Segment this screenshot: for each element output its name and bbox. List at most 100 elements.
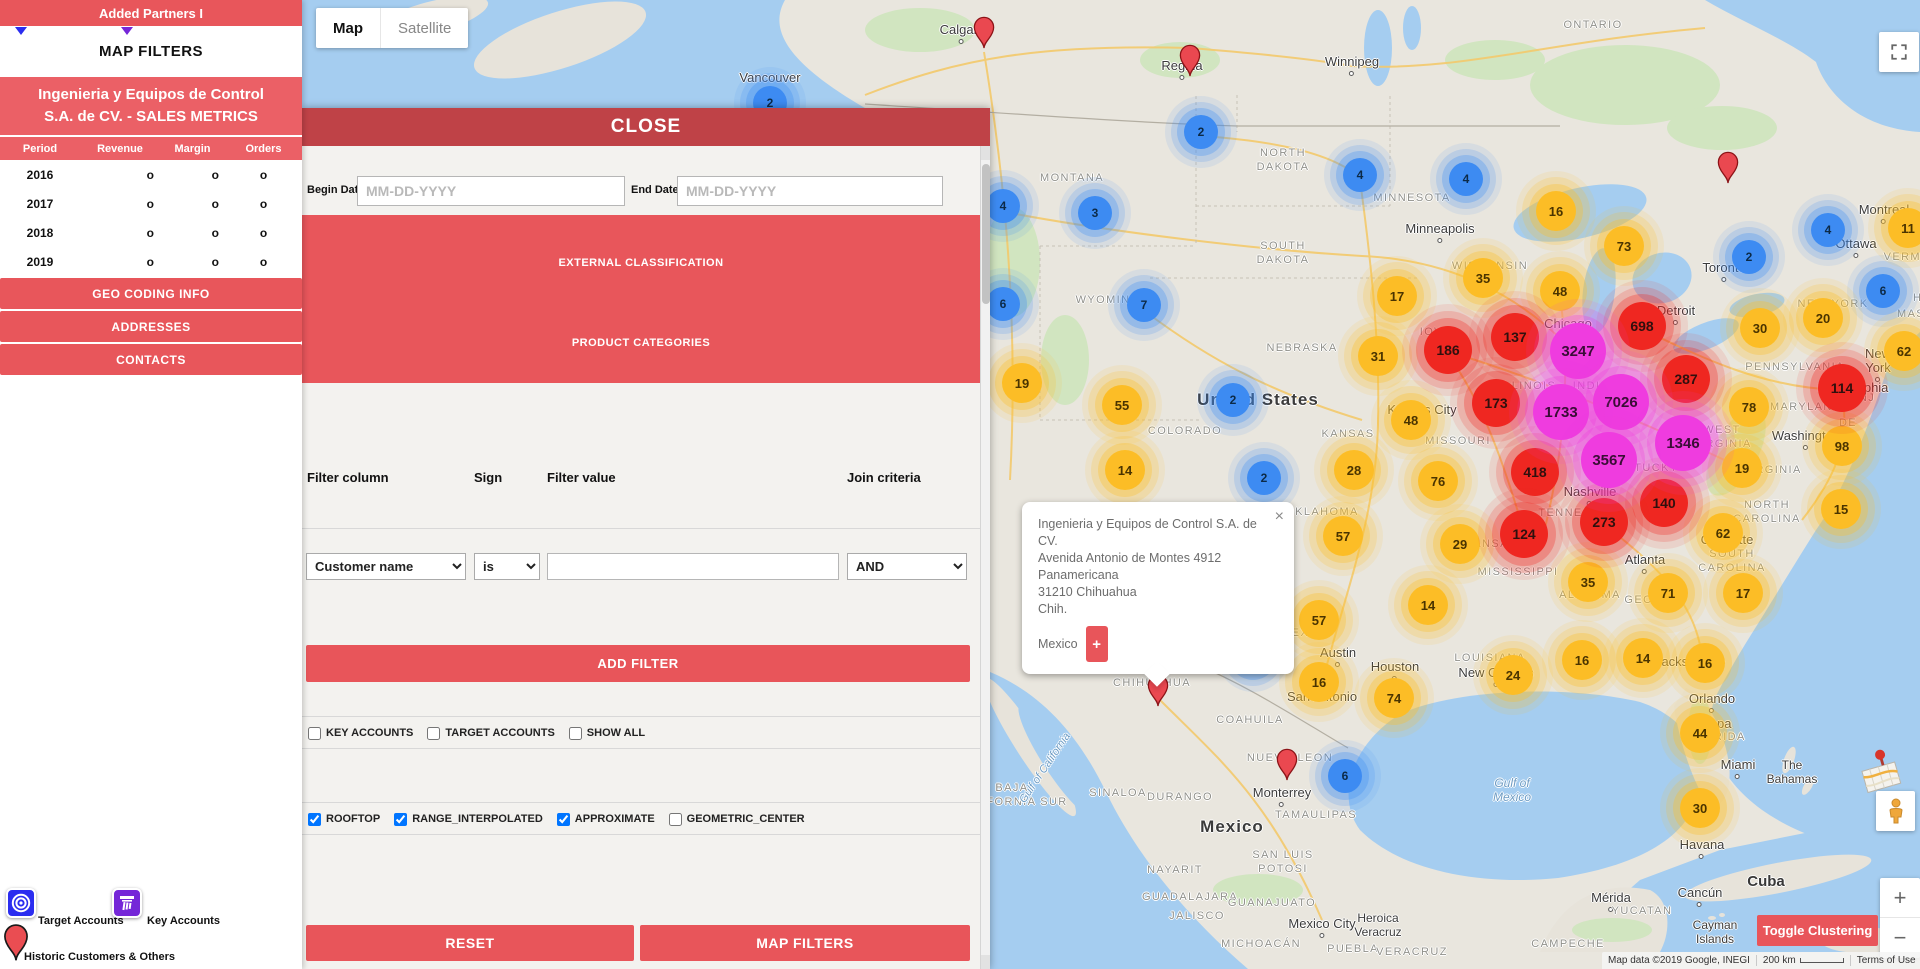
map-cluster[interactable]: 76: [1418, 461, 1458, 501]
map-cluster[interactable]: 62: [1703, 513, 1743, 553]
join-criteria-select[interactable]: AND: [847, 553, 967, 580]
map-cluster[interactable]: 11: [1888, 208, 1920, 248]
map-cluster[interactable]: 7: [1127, 288, 1161, 322]
map-cluster[interactable]: 4: [1449, 162, 1483, 196]
map-cluster[interactable]: 6: [1328, 759, 1362, 793]
map-cluster[interactable]: 35: [1463, 258, 1503, 298]
scrollbar-down-arrow[interactable]: [981, 955, 990, 969]
checkbox-input-approximate[interactable]: [556, 812, 570, 826]
map-cluster[interactable]: 2: [1184, 115, 1218, 149]
map-pin-ontario[interactable]: [1717, 151, 1739, 185]
map-pin-regina[interactable]: [1179, 44, 1201, 78]
map-cluster[interactable]: 287: [1662, 355, 1710, 403]
filter-column-select[interactable]: Customer name: [306, 553, 466, 580]
checkbox-input-show-all[interactable]: [568, 726, 582, 740]
map-cluster[interactable]: 73: [1604, 226, 1644, 266]
end-date-input[interactable]: [677, 176, 943, 206]
fullscreen-button[interactable]: [1879, 32, 1919, 72]
map-cluster[interactable]: 55: [1102, 385, 1142, 425]
map-cluster[interactable]: 71: [1648, 573, 1688, 613]
map-pin-calgary[interactable]: [973, 16, 995, 50]
filter-value-input[interactable]: [547, 553, 839, 580]
checkbox-rooftop[interactable]: ROOFTOP: [308, 812, 380, 826]
info-window-add-button[interactable]: +: [1085, 626, 1108, 662]
checkbox-approximate[interactable]: APPROXIMATE: [556, 812, 655, 826]
reset-button[interactable]: RESET: [306, 925, 634, 961]
external-classification-header[interactable]: EXTERNAL CLASSIFICATION: [558, 257, 724, 269]
add-filter-button[interactable]: ADD FILTER: [306, 645, 970, 682]
map-cluster[interactable]: 124: [1500, 510, 1548, 558]
zoom-in-button[interactable]: +: [1880, 878, 1920, 918]
map-cluster[interactable]: 418: [1511, 448, 1559, 496]
map-cluster[interactable]: 2: [1732, 240, 1766, 274]
map-cluster[interactable]: 24: [1493, 655, 1533, 695]
map-cluster[interactable]: 78: [1729, 387, 1769, 427]
map-cluster[interactable]: 17: [1723, 573, 1763, 613]
sidebar-map-filters-button[interactable]: MAP FILTERS: [98, 43, 204, 60]
map-cluster[interactable]: 698: [1618, 302, 1666, 350]
map-cluster[interactable]: 186: [1424, 326, 1472, 374]
map-cluster[interactable]: 19: [1002, 363, 1042, 403]
map-type-map-button[interactable]: Map: [333, 19, 363, 37]
map-cluster[interactable]: 62: [1884, 331, 1920, 371]
close-panel-button[interactable]: CLOSE: [302, 108, 990, 146]
map-cluster[interactable]: 14: [1408, 585, 1448, 625]
map-cluster[interactable]: 3: [1078, 196, 1112, 230]
map-cluster[interactable]: 4: [1811, 213, 1845, 247]
map-cluster[interactable]: 48: [1391, 400, 1431, 440]
attribution-terms-link[interactable]: Terms of Use: [1849, 955, 1920, 966]
map-cluster[interactable]: 2: [1216, 383, 1250, 417]
checkbox-key-accounts[interactable]: KEY ACCOUNTS: [308, 726, 413, 740]
checkbox-input-target-accounts[interactable]: [427, 726, 441, 740]
map-cluster[interactable]: 74: [1374, 678, 1414, 718]
checkbox-target-accounts[interactable]: TARGET ACCOUNTS: [427, 726, 555, 740]
map-cluster[interactable]: 15: [1821, 489, 1861, 529]
checkbox-input-geometric-center[interactable]: [668, 812, 682, 826]
map-cluster[interactable]: 173: [1472, 379, 1520, 427]
map-cluster[interactable]: 98: [1822, 426, 1862, 466]
map-cluster[interactable]: 30: [1740, 308, 1780, 348]
sign-select[interactable]: is: [474, 553, 540, 580]
map-cluster[interactable]: 1346: [1655, 415, 1711, 471]
map-cluster[interactable]: 57: [1323, 516, 1363, 556]
map-cluster[interactable]: 19: [1722, 448, 1762, 488]
map-cluster[interactable]: 28: [1334, 450, 1374, 490]
map-cluster[interactable]: 6: [1866, 274, 1900, 308]
map-cluster[interactable]: 3567: [1581, 432, 1637, 488]
checkbox-geometric-center[interactable]: GEOMETRIC_CENTER: [668, 812, 805, 826]
map-cluster[interactable]: 3247: [1550, 323, 1606, 379]
scrollbar-up-arrow[interactable]: [981, 146, 990, 160]
pegman-control[interactable]: [1876, 791, 1915, 831]
map-pin-monterrey[interactable]: [1276, 748, 1298, 782]
toggle-clustering-button[interactable]: Toggle Clustering: [1757, 915, 1878, 946]
map-cluster[interactable]: 4: [1343, 158, 1377, 192]
map-cluster[interactable]: 114: [1818, 364, 1866, 412]
map-cluster[interactable]: 31: [1358, 336, 1398, 376]
map-cluster[interactable]: 137: [1491, 313, 1539, 361]
map-cluster[interactable]: 4: [986, 189, 1020, 223]
checkbox-show-all[interactable]: SHOW ALL: [568, 726, 645, 740]
zoom-out-button[interactable]: −: [1893, 925, 1907, 950]
begin-date-input[interactable]: [357, 176, 625, 206]
checkbox-range-interpolated[interactable]: RANGE_INTERPOLATED: [394, 812, 543, 826]
checkbox-input-rooftop[interactable]: [308, 812, 321, 826]
map-cluster[interactable]: 273: [1580, 498, 1628, 546]
map-cluster[interactable]: 2: [1247, 461, 1281, 495]
addresses-section[interactable]: ADDRESSES: [0, 311, 302, 342]
map-cluster[interactable]: 35: [1568, 562, 1608, 602]
map-cluster[interactable]: 17: [1377, 276, 1417, 316]
map-filters-apply-button[interactable]: MAP FILTERS: [640, 925, 970, 961]
map-cluster[interactable]: 20: [1803, 298, 1843, 338]
geo-coding-info-section[interactable]: GEO CODING INFO: [0, 278, 302, 309]
map-cluster[interactable]: 16: [1685, 643, 1725, 683]
map-cluster[interactable]: 16: [1536, 191, 1576, 231]
map-cluster[interactable]: 48: [1540, 271, 1580, 311]
product-categories-header[interactable]: PRODUCT CATEGORIES: [571, 337, 711, 349]
map-cluster[interactable]: 44: [1680, 713, 1720, 753]
map-cluster[interactable]: 29: [1440, 524, 1480, 564]
panel-scrollbar[interactable]: [980, 146, 990, 969]
map-cluster[interactable]: 140: [1640, 479, 1688, 527]
map-cluster[interactable]: 1733: [1533, 384, 1589, 440]
map-type-satellite-button[interactable]: Satellite: [380, 8, 468, 48]
map-cluster[interactable]: 57: [1299, 600, 1339, 640]
